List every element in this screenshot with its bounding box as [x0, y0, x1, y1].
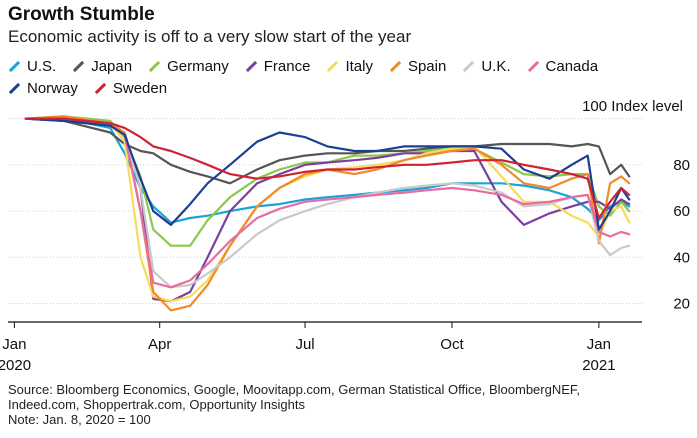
- chart-footer: Source: Bloomberg Economics, Google, Moo…: [8, 382, 580, 427]
- legend-swatch-u-s: [8, 60, 21, 73]
- legend-swatch-u-k: [463, 60, 475, 73]
- legend-swatch-sweden: [94, 82, 107, 95]
- legend-label-italy: Italy: [345, 58, 373, 75]
- series-line-norway: [24, 117, 631, 231]
- legend-item-japan: Japan: [72, 57, 132, 76]
- legend-label-france: France: [263, 58, 311, 75]
- series-line-japan: [24, 117, 631, 185]
- legend-item-germany: Germany: [148, 57, 229, 76]
- legend-label-germany: Germany: [167, 58, 229, 75]
- series-line-germany: [24, 115, 631, 247]
- line-chart-plot: 20 40 60 80 Jan 2020 Apr Jul Oct Jan 2021: [0, 115, 690, 374]
- x-tick-year-0: 2020: [0, 357, 31, 374]
- note-line: Note: Jan. 8, 2020 = 100: [8, 412, 151, 427]
- legend-label-spain: Spain: [407, 58, 447, 75]
- legend-swatch-canada: [527, 60, 539, 73]
- y-tick-label-80: 80: [673, 157, 690, 174]
- y-tick-label-60: 60: [673, 203, 690, 220]
- y-axis-unit-label: 100 Index level: [582, 98, 683, 115]
- legend-item-norway: Norway: [8, 79, 78, 98]
- legend-swatch-france: [245, 60, 257, 73]
- legend-item-italy: Italy: [326, 57, 373, 76]
- legend-label-canada: Canada: [545, 58, 599, 75]
- x-tick-label-4: Jan: [587, 336, 611, 353]
- legend-swatch-italy: [327, 60, 339, 73]
- x-tick-label-1: Apr: [148, 336, 171, 353]
- x-tick-label-2: Jul: [295, 336, 314, 353]
- chart-title: Growth Stumble: [8, 4, 155, 25]
- legend-item-u-s: U.S.: [8, 57, 56, 76]
- legend-label-u-k: U.K.: [481, 58, 511, 75]
- y-tick-label-40: 40: [673, 249, 690, 266]
- legend-item-u-k: U.K.: [462, 57, 511, 76]
- x-tick-year-4: 2021: [582, 357, 615, 374]
- legend-label-norway: Norway: [27, 80, 78, 97]
- legend-swatch-japan: [73, 60, 85, 73]
- legend-item-sweden: Sweden: [94, 79, 167, 98]
- legend-item-canada: Canada: [527, 57, 599, 76]
- x-tick-label-3: Oct: [440, 336, 464, 353]
- legend-item-france: France: [245, 57, 311, 76]
- source-line-2: Indeed.com, Shoppertrak.com, Opportunity…: [8, 397, 305, 412]
- source-line-1: Source: Bloomberg Economics, Google, Moo…: [8, 382, 581, 397]
- series-line-sweden: [24, 117, 631, 220]
- legend-label-sweden: Sweden: [112, 80, 168, 97]
- legend-label-japan: Japan: [91, 58, 133, 75]
- x-tick-label-0: Jan: [2, 336, 26, 353]
- y-tick-label-20: 20: [673, 296, 690, 313]
- chart-subtitle: Economic activity is off to a very slow …: [8, 27, 412, 46]
- legend-swatch-germany: [148, 60, 161, 73]
- legend-swatch-norway: [8, 82, 21, 95]
- series-line-italy: [24, 115, 631, 303]
- legend-item-spain: Spain: [389, 57, 446, 76]
- legend-label-u-s: U.S.: [27, 58, 57, 75]
- series-line-canada: [24, 117, 631, 289]
- legend-swatch-spain: [389, 60, 402, 73]
- chart-legend: U.S. Japan Germany France Italy Spain U.K. Cana…: [8, 54, 648, 98]
